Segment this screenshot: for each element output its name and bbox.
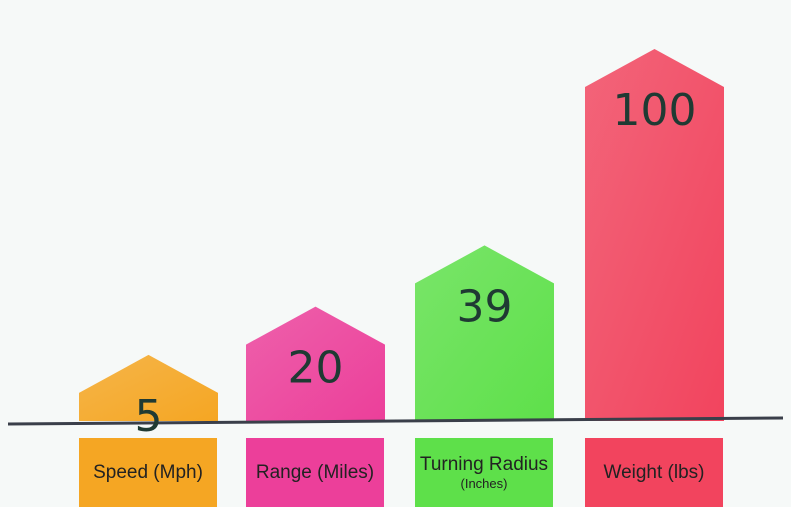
category-label-text: Range (Miles) <box>255 461 375 483</box>
category-label-text: Speed (Mph) <box>93 461 203 483</box>
category-label-text: Weight (lbs) <box>603 461 705 483</box>
value-label-2: 20 <box>288 343 344 394</box>
bar-3 <box>415 245 554 421</box>
category-label-text: Turning Radius <box>419 454 549 475</box>
value-label-4: 100 <box>613 85 697 136</box>
bars-group <box>79 49 724 421</box>
category-label-2: Turning Radius (Inches) <box>415 438 553 507</box>
x-axis-baseline <box>7 416 784 426</box>
value-labels-group: 5 20 39 100 <box>135 85 697 442</box>
bar-2 <box>246 306 385 421</box>
value-label-1: 5 <box>135 391 163 442</box>
category-sublabel-text: (Inches) <box>460 476 508 491</box>
bar-4 <box>585 49 724 421</box>
category-label-1: Range (Miles) <box>246 438 384 507</box>
category-label-3: Weight (lbs) <box>585 438 723 507</box>
category-label-0: Speed (Mph) <box>79 438 217 507</box>
bar-1 <box>79 354 218 421</box>
value-label-3: 39 <box>457 281 513 332</box>
